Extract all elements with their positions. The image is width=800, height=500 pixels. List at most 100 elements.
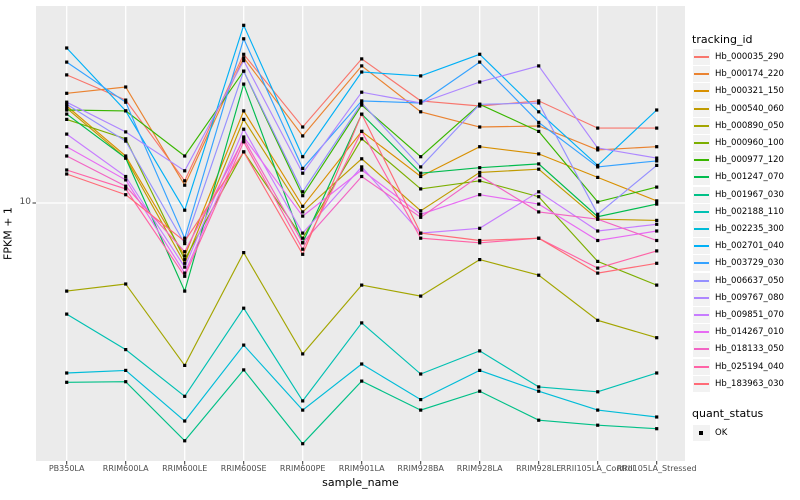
data-point-Hb_002188_110 [360,321,364,325]
data-point-Hb_000174_220 [301,134,305,138]
data-point-Hb_006637_050 [596,212,600,216]
legend-key-line-icon [694,193,709,196]
legend-item-Hb_009767_080: Hb_009767_080 [693,289,784,306]
data-point-Hb_183963_030 [537,236,541,240]
legend-key-line-icon [694,90,709,93]
data-point-Hb_009767_080 [242,59,246,63]
data-point-Hb_000540_060 [478,170,482,174]
data-point-Hb_000035_290 [478,104,482,108]
x-tick-label-RRIM928LE: RRIM928LE [516,464,562,473]
data-point-Hb_002235_300 [596,408,600,412]
data-point-Hb_000977_120 [183,154,187,158]
data-point-Hb_000890_050 [242,251,246,255]
quant-ok-key-swatch [693,424,710,441]
legend-label: Hb_183963_030 [715,378,784,389]
data-point-Hb_009767_080 [537,64,541,68]
legend-key-swatch [693,117,710,134]
legend-key-line-icon [694,279,709,282]
legend-label: Hb_000960_100 [715,138,784,148]
legend-item-Hb_014267_010: Hb_014267_010 [693,324,784,341]
data-point-Hb_025194_040 [65,168,69,172]
legend-item-Hb_001967_030: Hb_001967_030 [693,186,784,203]
data-point-Hb_000960_100 [301,236,305,240]
data-point-Hb_000321_150 [596,175,600,179]
data-point-Hb_014267_010 [65,145,69,149]
data-point-Hb_000540_060 [655,218,659,222]
legend-key-line-icon [694,228,709,230]
data-point-Hb_002235_300 [478,368,482,372]
legend-key-swatch [693,49,710,65]
data-point-Hb_025194_040 [655,249,659,253]
data-point-Hb_002235_300 [65,371,69,375]
data-point-Hb_000321_150 [65,104,69,108]
data-point-Hb_018133_050 [360,174,364,179]
data-point-Hb_025194_040 [183,274,187,278]
legend-label: Hb_018133_050 [715,344,784,355]
legend-label: Hb_025194_040 [715,361,784,372]
data-point-Hb_009851_070 [537,190,541,194]
legend-key-swatch [693,135,710,151]
data-point-Hb_000174_220 [478,125,482,129]
legend-key-swatch [693,152,710,169]
data-point-Hb_009767_080 [65,100,69,104]
data-point-Hb_018133_050 [419,215,423,219]
legend-key-swatch [693,341,710,358]
data-point-Hb_000540_060 [301,210,305,214]
data-point-Hb_000321_150 [419,174,423,179]
data-point-Hb_000321_150 [301,204,305,208]
data-point-Hb_000174_220 [242,56,246,60]
data-point-Hb_002188_110 [478,349,482,353]
data-point-Hb_009767_080 [124,130,128,134]
data-point-Hb_000174_220 [419,110,423,114]
legend-key-line-icon [694,124,709,127]
legend-key-swatch [693,324,710,341]
legend-label: Hb_000321_150 [715,86,784,97]
legend-item-Hb_000960_100: Hb_000960_100 [693,135,784,152]
data-point-Hb_183963_030 [65,172,69,176]
data-point-Hb_014267_010 [655,229,659,233]
legend-item-Hb_009851_070: Hb_009851_070 [693,307,784,324]
data-point-Hb_009851_070 [360,165,364,169]
legend-key-line-icon [694,159,709,162]
data-point-Hb_183963_030 [419,231,423,235]
data-point-Hb_002188_110 [242,306,246,310]
data-point-Hb_009851_070 [65,132,69,136]
data-point-Hb_009767_080 [183,169,187,173]
legend-tracking-title: tracking_id [692,33,753,46]
legend-key-swatch [693,169,710,186]
data-point-Hb_000035_290 [537,99,541,103]
data-point-Hb_025194_040 [242,140,246,144]
data-point-Hb_000977_120 [537,129,541,133]
x-tick-label-RRIM901LA: RRIM901LA [338,464,385,473]
legend-key-line-icon [694,348,709,351]
data-point-Hb_002235_300 [537,389,541,393]
data-point-Hb_001967_030 [124,380,128,384]
data-point-Hb_006637_050 [419,165,423,169]
data-point-Hb_002701_040 [655,108,659,112]
data-point-Hb_018133_050 [183,250,187,254]
data-point-Hb_014267_010 [183,271,187,275]
legend-label: Hb_009767_080 [715,292,784,303]
data-point-Hb_183963_030 [655,261,659,265]
legend-key-swatch [693,289,710,306]
data-point-Hb_000977_120 [65,108,69,112]
data-point-Hb_000890_050 [360,283,364,287]
data-point-Hb_000174_220 [537,124,541,128]
data-point-Hb_002701_040 [183,208,187,212]
data-point-Hb_000035_290 [360,57,364,61]
data-point-Hb_001247_070 [183,289,187,293]
data-point-Hb_002701_040 [537,110,541,114]
data-point-Hb_003729_030 [124,100,128,104]
data-point-Hb_014267_010 [537,202,541,206]
data-point-Hb_003729_030 [478,60,482,64]
legend-key-line-icon [694,314,709,316]
data-point-Hb_000540_060 [183,261,187,265]
data-point-Hb_014267_010 [360,168,364,172]
legend-label: Hb_002188_110 [715,206,784,217]
data-point-Hb_002188_110 [596,390,600,394]
legend-label: Hb_001247_070 [715,172,784,183]
data-point-Hb_002701_040 [124,109,128,113]
data-point-Hb_009767_080 [301,171,305,175]
legend-label: Hb_000977_120 [715,155,784,166]
data-point-Hb_009767_080 [596,146,600,150]
